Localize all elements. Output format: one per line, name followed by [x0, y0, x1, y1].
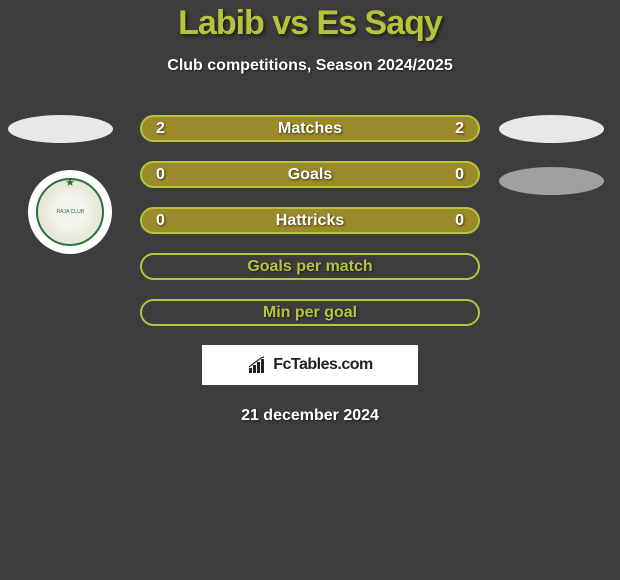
stat-left-value: 2 — [156, 120, 165, 138]
stat-right-value: 0 — [455, 212, 464, 230]
stat-row-goals: 0 Goals 0 — [140, 161, 480, 188]
stat-label: Hattricks — [276, 212, 344, 230]
stat-label: Goals per match — [156, 258, 464, 276]
stat-row-matches: 2 Matches 2 — [140, 115, 480, 142]
stat-right-value: 2 — [455, 120, 464, 138]
club-badge: ★ RAJA CLUB — [28, 170, 112, 254]
page-title: Labib vs Es Saqy — [0, 4, 620, 43]
stat-right-value: 0 — [455, 166, 464, 184]
chart-icon — [247, 356, 267, 374]
stat-label: Goals — [288, 166, 332, 184]
stat-label: Min per goal — [156, 304, 464, 322]
stat-left-value: 0 — [156, 212, 165, 230]
club-badge-text: RAJA CLUB — [56, 209, 84, 214]
player-avatar-right-1 — [499, 115, 604, 143]
player-avatar-left — [8, 115, 113, 143]
brand-text: FcTables.com — [273, 356, 373, 374]
club-badge-star-icon: ★ — [65, 176, 75, 189]
stats-area: ★ RAJA CLUB 2 Matches 2 0 Goals 0 0 Hatt… — [0, 115, 620, 425]
stat-label: Matches — [278, 120, 342, 138]
stat-row-goals-per-match: Goals per match — [140, 253, 480, 280]
date-text: 21 december 2024 — [0, 407, 620, 425]
subtitle: Club competitions, Season 2024/2025 — [0, 57, 620, 75]
main-container: Labib vs Es Saqy Club competitions, Seas… — [0, 0, 620, 425]
stat-row-min-per-goal: Min per goal — [140, 299, 480, 326]
brand-box[interactable]: FcTables.com — [202, 345, 418, 385]
stat-row-hattricks: 0 Hattricks 0 — [140, 207, 480, 234]
club-badge-inner: ★ RAJA CLUB — [36, 178, 104, 246]
player-avatar-right-2 — [499, 167, 604, 195]
stat-left-value: 0 — [156, 166, 165, 184]
